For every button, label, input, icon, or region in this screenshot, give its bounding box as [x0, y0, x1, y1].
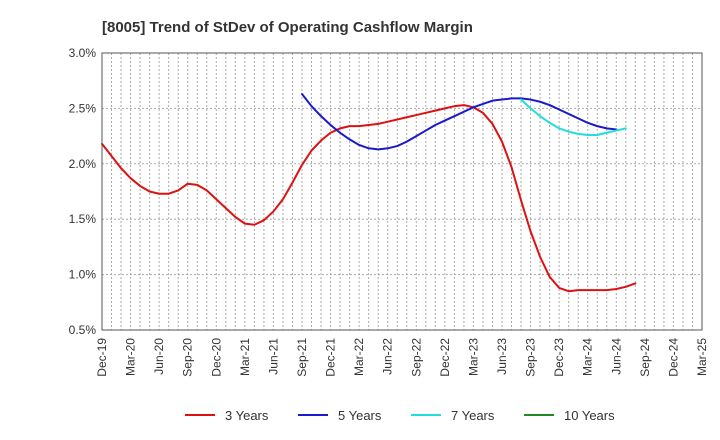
x-tick-label: Mar-20	[124, 338, 138, 376]
x-tick-label: Sep-24	[638, 338, 652, 377]
legend-label-10-years: 10 Years	[564, 408, 615, 423]
x-axis-ticks: Dec-19 Mar-20 Jun-20 Sep-20 Dec-20 Mar-21 Jun-…	[95, 338, 709, 377]
y-tick-label: 2.0%	[69, 157, 97, 171]
x-tick-label: Dec-23	[552, 338, 566, 377]
y-tick-label: 3.0%	[69, 46, 97, 60]
series-line-7-years	[520, 98, 627, 136]
legend-label-3-years: 3 Years	[225, 408, 269, 423]
x-tick-label: Sep-22	[409, 338, 423, 377]
plot-area	[102, 53, 702, 330]
y-tick-label: 2.5%	[69, 101, 97, 115]
plot-background	[102, 53, 702, 330]
x-tick-label: Sep-21	[295, 338, 309, 377]
legend-label-7-years: 7 Years	[451, 408, 495, 423]
legend: 3 Years 5 Years 7 Years 10 Years	[185, 408, 615, 423]
x-tick-label: Jun-22	[381, 338, 395, 375]
y-tick-label: 0.5%	[69, 323, 97, 337]
x-tick-label: Dec-20	[209, 338, 223, 377]
x-tick-label: Mar-22	[352, 338, 366, 376]
x-tick-label: Mar-24	[581, 338, 595, 376]
series-line-3-years	[101, 104, 637, 293]
series-layer	[101, 93, 637, 293]
legend-label-5-years: 5 Years	[338, 408, 382, 423]
x-tick-label: Jun-21	[266, 338, 280, 375]
x-tick-label: Dec-24	[666, 338, 680, 377]
x-tick-label: Mar-21	[238, 338, 252, 376]
x-tick-label: Jun-23	[495, 338, 509, 375]
x-tick-label: Mar-25	[695, 338, 709, 376]
x-tick-label: Mar-23	[466, 338, 480, 376]
x-tick-label: Sep-20	[181, 338, 195, 377]
axis-frame	[101, 52, 703, 331]
y-axis-ticks: 0.5% 1.0% 1.5% 2.0% 2.5% 3.0%	[69, 46, 97, 337]
y-tick-label: 1.0%	[69, 268, 97, 282]
x-tick-label: Dec-21	[324, 338, 338, 377]
x-tick-label: Jun-24	[609, 338, 623, 375]
x-tick-label: Jun-20	[152, 338, 166, 375]
x-tick-label: Sep-23	[524, 338, 538, 377]
chart-title: [8005] Trend of StDev of Operating Cashf…	[102, 19, 473, 36]
plot-border	[101, 52, 703, 331]
series-line-5-years	[301, 93, 618, 151]
y-tick-label: 1.5%	[69, 212, 97, 226]
x-tick-label: Dec-22	[438, 338, 452, 377]
x-tick-label: Dec-19	[95, 338, 109, 377]
